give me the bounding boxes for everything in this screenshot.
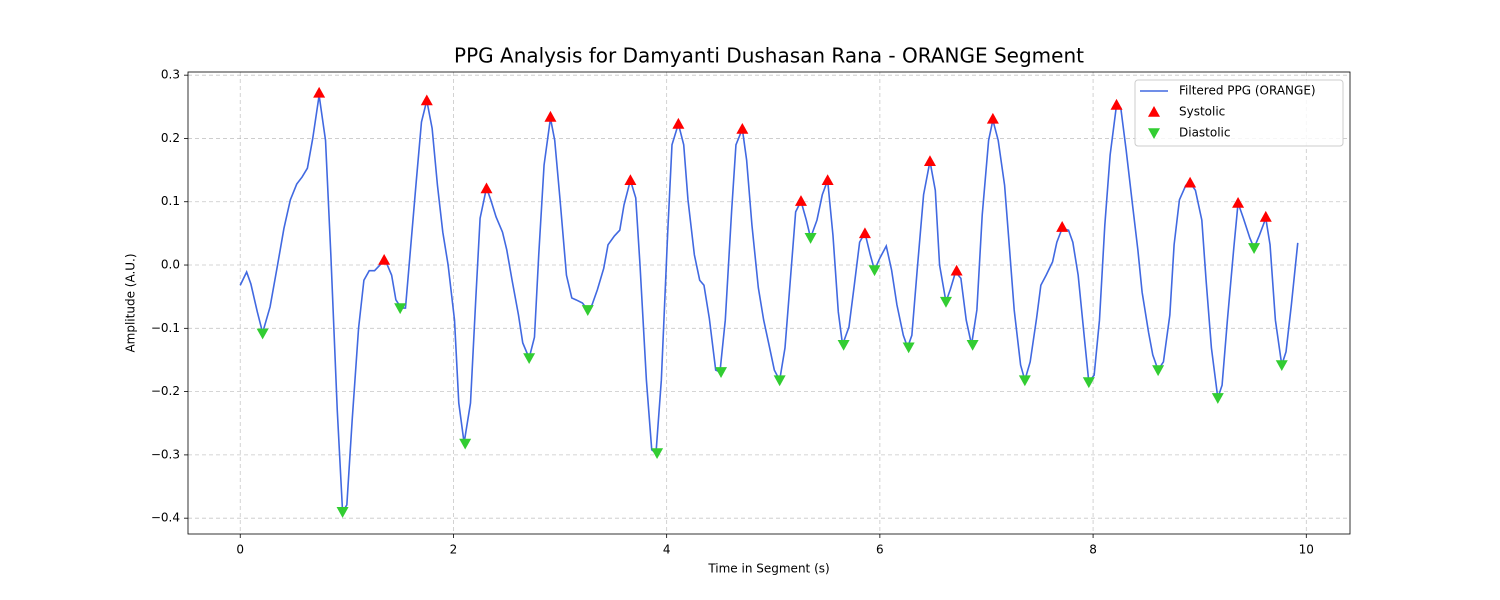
systolic-marker [736, 122, 749, 134]
systolic-marker [313, 86, 326, 98]
diastolic-marker [523, 353, 536, 365]
diastolic-marker [1211, 393, 1224, 404]
legend-label: Systolic [1179, 105, 1225, 119]
diastolic-marker [837, 339, 850, 351]
legend-swatch [1148, 106, 1160, 117]
systolic-marker [624, 174, 637, 186]
x-axis-label: Time in Segment (s) [707, 562, 829, 576]
diastolic-marker [868, 265, 881, 277]
x-tick-label: 0 [236, 543, 244, 557]
diastolic-marker [1248, 243, 1261, 254]
y-tick-label: −0.2 [151, 384, 180, 398]
diastolic-marker [651, 448, 664, 459]
ppg-line [239, 95, 1299, 515]
systolic-marker [1259, 210, 1272, 222]
systolic-marker [1110, 98, 1123, 110]
diastolic-marker [336, 507, 349, 518]
x-tick-label: 2 [450, 543, 458, 557]
y-axis-label: Amplitude (A.U.) [124, 253, 138, 352]
y-tick-label: −0.1 [151, 321, 180, 335]
systolic-marker [544, 110, 557, 122]
systolic-marker [420, 94, 433, 106]
x-tick-label: 10 [1299, 543, 1314, 557]
systolic-marker [923, 155, 936, 167]
systolic-marker [1232, 197, 1245, 208]
legend-swatch [1148, 128, 1160, 139]
y-tick-label: 0.1 [161, 194, 180, 208]
systolic-marker [1184, 176, 1197, 188]
diastolic-marker [966, 339, 979, 351]
diastolic-marker [581, 305, 594, 316]
diastolic-marker [1082, 377, 1095, 389]
diastolic-marker [939, 296, 952, 308]
plot-frame [187, 71, 1351, 535]
systolic-marker [950, 264, 963, 276]
diastolic-marker [715, 367, 728, 378]
diastolic-marker [394, 303, 407, 315]
legend-label: Filtered PPG (ORANGE) [1179, 84, 1316, 98]
diastolic-marker [459, 438, 472, 450]
systolic-marker [986, 112, 999, 124]
systolic-marker [1056, 221, 1069, 232]
systolic-marker [858, 227, 871, 239]
systolic-marker [821, 174, 834, 186]
chart-title: PPG Analysis for Damyanti Dushasan Rana … [454, 44, 1084, 68]
diastolic-marker [1152, 365, 1165, 377]
diastolic-marker [773, 375, 786, 387]
y-tick-label: 0.2 [161, 131, 180, 145]
systolic-marker [480, 182, 493, 194]
x-tick-label: 4 [663, 543, 671, 557]
diastolic-marker [804, 233, 817, 244]
systolic-marker [378, 253, 391, 265]
systolic-marker [794, 195, 807, 206]
diastolic-marker [902, 342, 915, 354]
y-tick-label: 0.3 [161, 68, 180, 82]
diastolic-marker [1275, 360, 1288, 372]
y-tick-label: −0.3 [151, 447, 180, 461]
diastolic-marker [256, 328, 269, 340]
legend-box [1134, 79, 1344, 147]
x-tick-label: 6 [876, 543, 884, 557]
y-tick-label: 0.0 [161, 258, 180, 272]
x-tick-label: 8 [1089, 543, 1097, 557]
diastolic-marker [1018, 375, 1031, 387]
legend-label: Diastolic [1179, 126, 1231, 140]
systolic-marker [672, 117, 685, 129]
y-tick-label: −0.4 [151, 511, 180, 525]
